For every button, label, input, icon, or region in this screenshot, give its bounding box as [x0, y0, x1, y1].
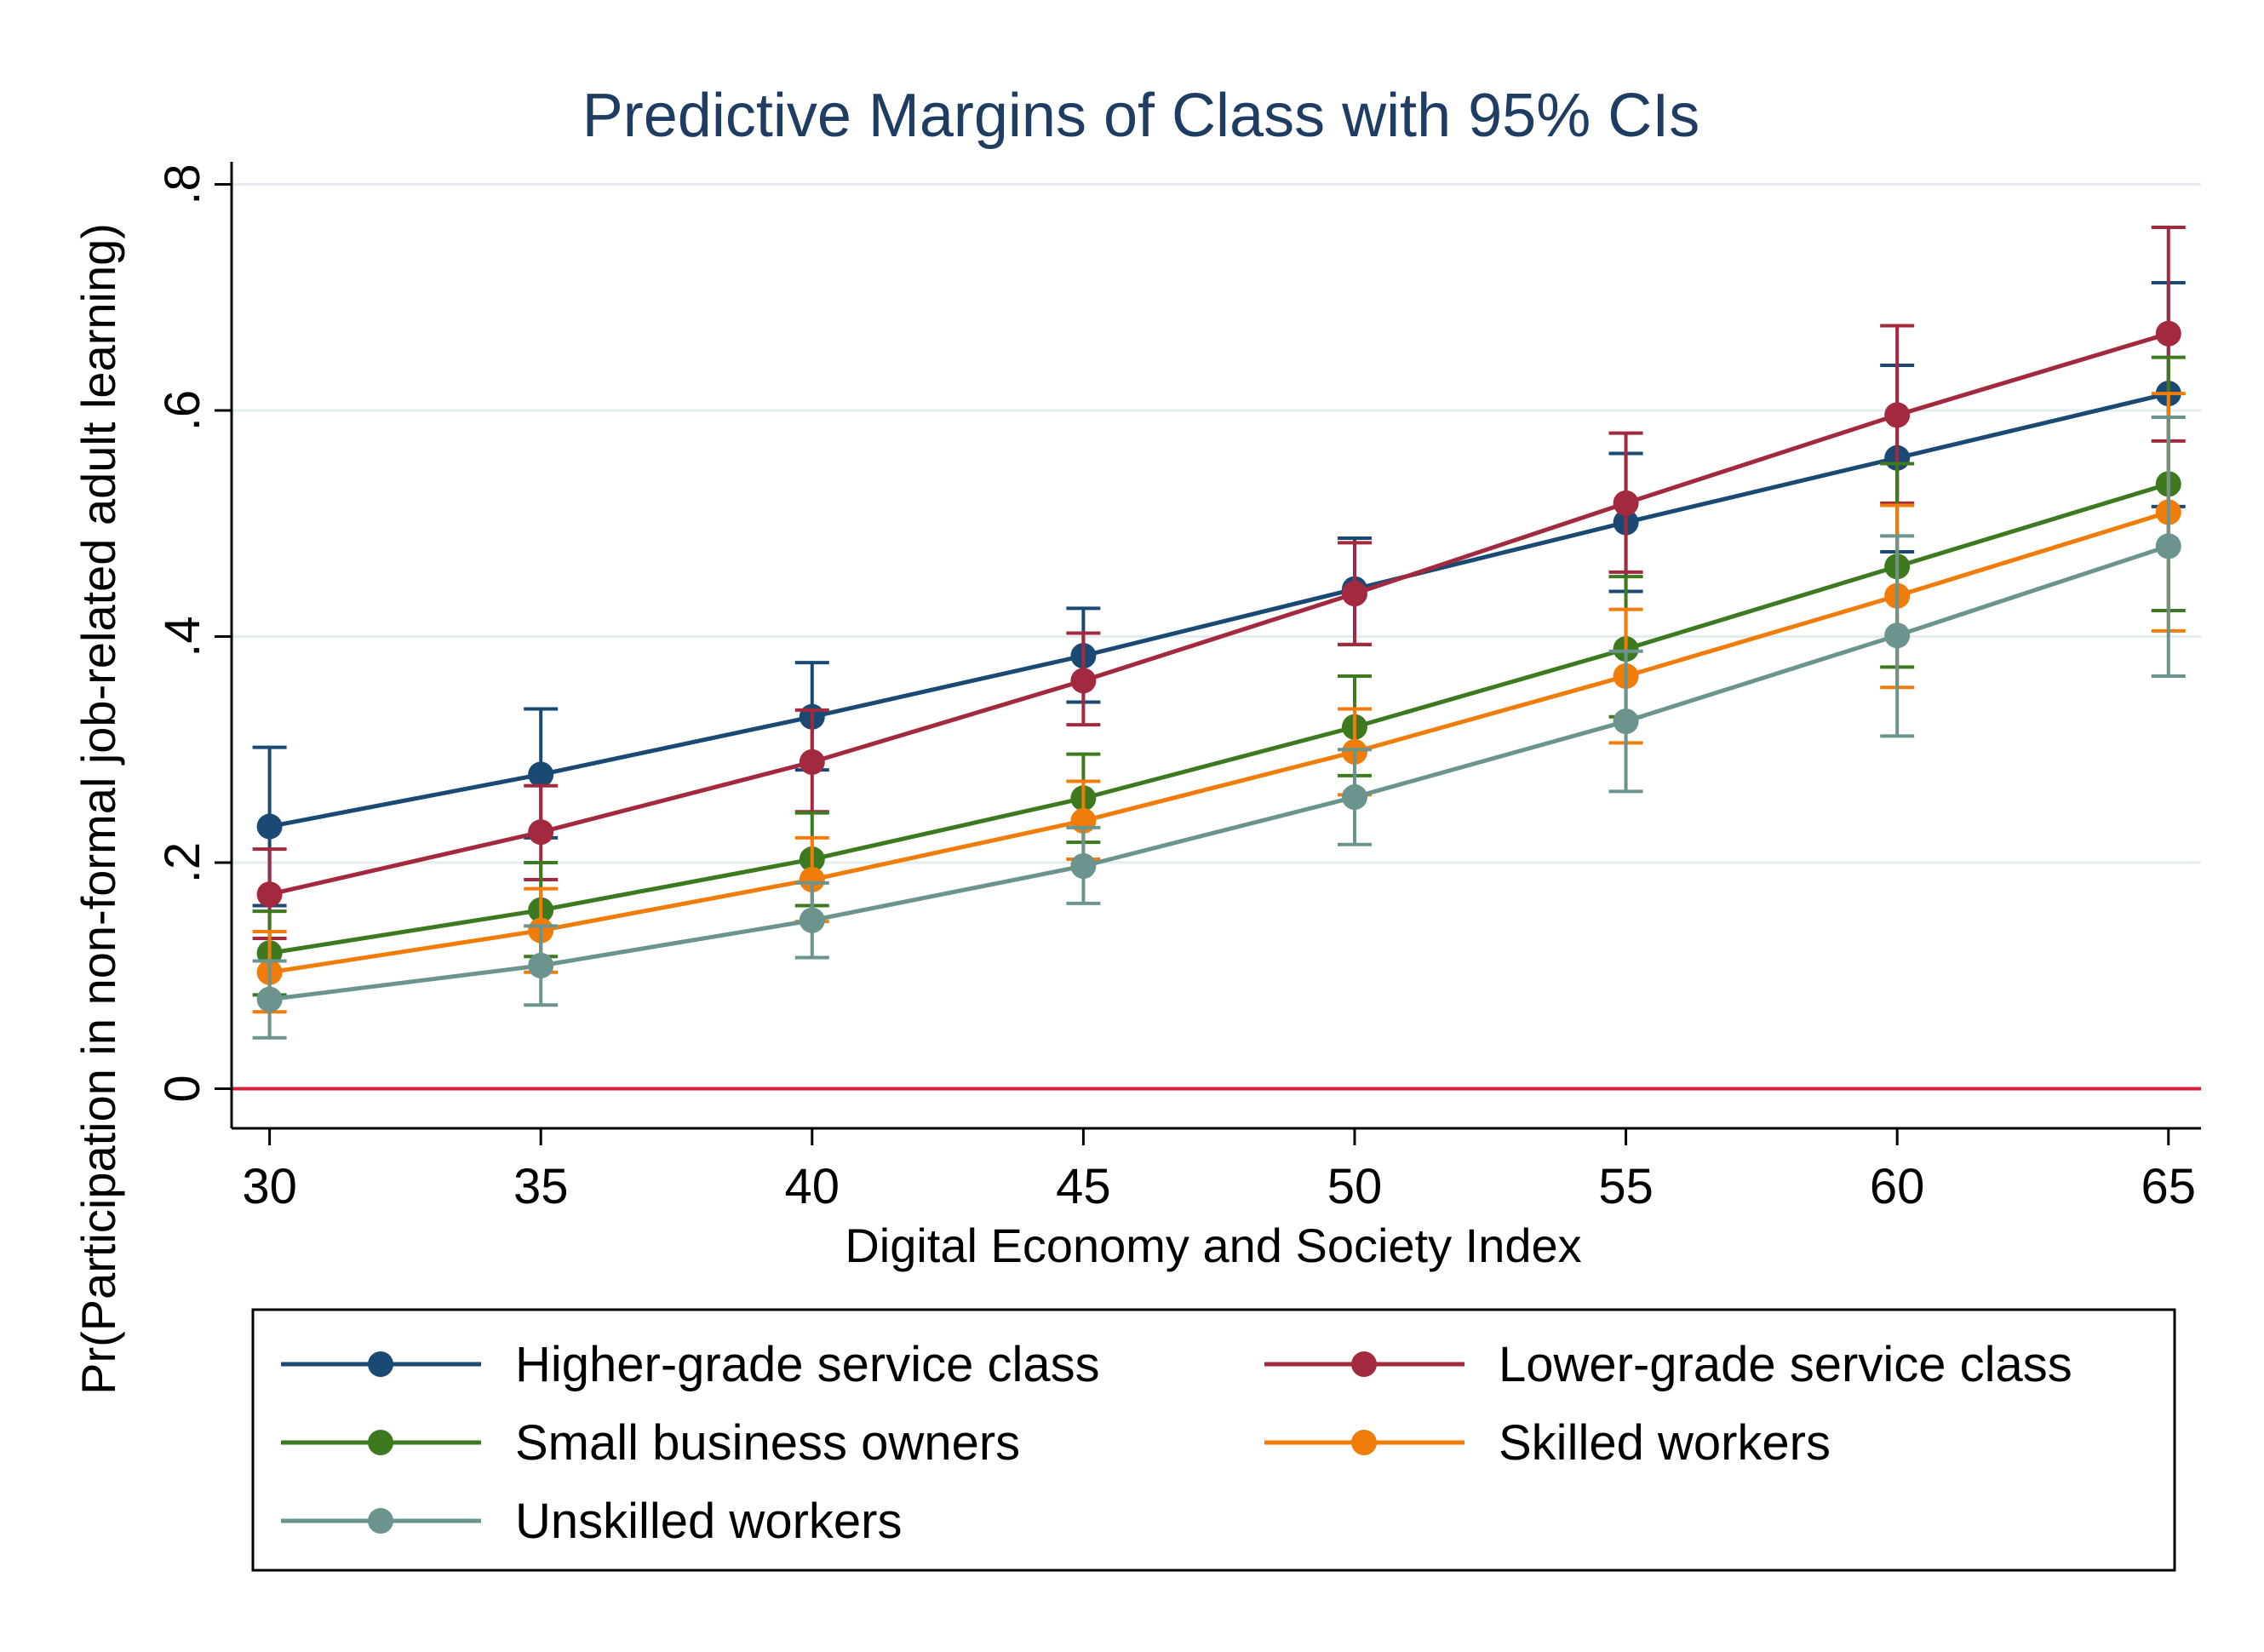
legend-swatch-marker [368, 1430, 393, 1455]
axes: 0 .2 .4 .6 .8 30 35 40 45 50 55 60 65 [155, 162, 2201, 1214]
data-point [528, 952, 554, 978]
data-point [256, 881, 283, 908]
series-line [269, 391, 2169, 829]
legend-swatch-marker [1351, 1430, 1377, 1455]
data-point [2155, 533, 2181, 559]
x-tick-label: 40 [785, 1159, 840, 1214]
series-1 [252, 225, 2186, 940]
legend-item: Lower-grade service class [1264, 1337, 2072, 1392]
legend-label: Skilled workers [1499, 1415, 1831, 1471]
data-point [1341, 581, 1367, 607]
x-axis-label: Digital Economy and Society Index [845, 1219, 1581, 1272]
data-point [799, 866, 825, 892]
series-line [269, 510, 2169, 975]
data-point [528, 819, 554, 846]
data-point [1884, 622, 1911, 649]
x-tick-label: 30 [242, 1159, 297, 1214]
series-4 [252, 416, 2186, 1040]
data-point [256, 986, 283, 1012]
y-tick-label: 0 [155, 1075, 210, 1102]
data-point [1613, 490, 1639, 516]
legend-items: Higher-grade service class Lower-grade se… [281, 1337, 2072, 1549]
legend-swatch-marker [368, 1351, 393, 1377]
y-tick-label: .4 [155, 616, 210, 657]
y-axis-label: Pr(Participation in non-formal job-relat… [72, 223, 125, 1395]
chart-title: Predictive Margins of Class with 95% CIs [582, 82, 1699, 150]
legend-item: Skilled workers [1264, 1415, 1831, 1471]
x-tick-label: 35 [513, 1159, 569, 1214]
legend-label: Higher-grade service class [515, 1337, 1100, 1392]
series-line [269, 481, 2169, 955]
legend-item: Small business owners [281, 1415, 1020, 1471]
y-tick-label: .8 [155, 163, 210, 204]
legend-box [251, 1308, 2176, 1572]
legend-swatch-marker [368, 1508, 393, 1534]
legend-label: Small business owners [515, 1415, 1020, 1471]
y-tick-label: .2 [155, 842, 210, 883]
y-tick-label: .6 [155, 390, 210, 431]
data-point [528, 761, 554, 788]
data-point [256, 813, 283, 840]
data-point [2155, 320, 2181, 347]
x-tick-label: 50 [1327, 1159, 1383, 1214]
x-tick-label: 60 [1870, 1159, 1925, 1214]
data-point [1070, 668, 1097, 694]
data-point [1613, 708, 1639, 735]
data-point [1070, 853, 1097, 880]
data-point [1341, 784, 1367, 811]
legend-item: Higher-grade service class [281, 1337, 1100, 1392]
legend-item: Unskilled workers [281, 1494, 902, 1549]
data-point [799, 907, 825, 933]
x-tick-label: 45 [1056, 1159, 1111, 1214]
legend-swatch-marker [1351, 1351, 1377, 1377]
legend-label: Lower-grade service class [1499, 1337, 2072, 1392]
series-layer [252, 225, 2186, 1040]
data-point [799, 749, 825, 775]
x-tick-label: 65 [2141, 1159, 2197, 1214]
data-point [1884, 402, 1911, 428]
legend: Higher-grade service class Lower-grade se… [251, 1308, 2176, 1572]
series-line [269, 331, 2169, 897]
legend-label: Unskilled workers [515, 1494, 902, 1549]
x-tick-label: 55 [1598, 1159, 1654, 1214]
series-line [269, 543, 2169, 1002]
